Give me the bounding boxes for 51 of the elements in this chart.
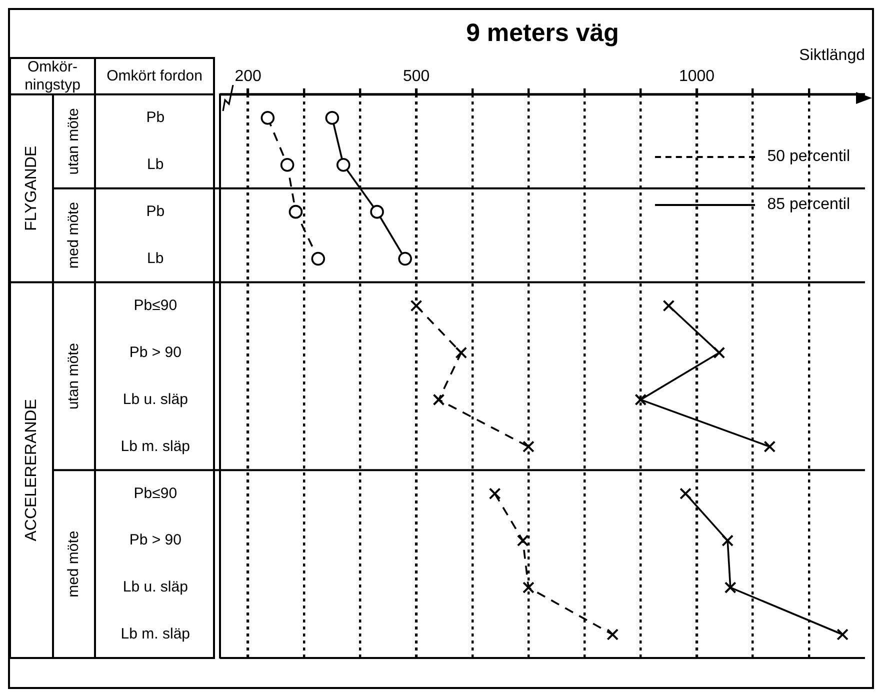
point [662, 300, 675, 312]
text: med möte [65, 202, 82, 269]
y-tick-label: Lb m. släp [120, 626, 190, 643]
y-tick-label: Lb [147, 250, 164, 267]
point [680, 488, 692, 500]
point [634, 394, 647, 406]
point [764, 440, 776, 453]
point [713, 346, 726, 359]
point [398, 252, 412, 266]
y-tick-label: Lb m. släp [120, 438, 190, 455]
point [280, 158, 294, 172]
text: ACCELERERANDE [22, 399, 40, 542]
point [522, 440, 534, 453]
point [606, 628, 619, 640]
x-tick-label: 500 [402, 68, 430, 86]
y-tick-label: Lb [147, 156, 164, 173]
text: FLYGANDE [22, 146, 40, 231]
y-axis-title: Omkört fordon [106, 67, 202, 84]
y-tick-label: Pb > 90 [129, 532, 182, 549]
y-tick-label: Pb [146, 202, 165, 220]
point [336, 158, 350, 172]
y-tick-label: Lb u. släp [122, 578, 188, 596]
text: 50 percentil [767, 148, 850, 166]
point [722, 534, 734, 547]
point [410, 300, 422, 312]
y-tick-label: Pb≤90 [134, 484, 178, 502]
text: utan möte [65, 108, 82, 175]
x-tick-label: 200 [234, 68, 262, 86]
text: Omkör-ningstyp [24, 58, 80, 94]
x-axis-title: Siktlängd [799, 47, 865, 64]
x-tick-label: 1000 [678, 68, 715, 86]
point [370, 204, 384, 219]
point [522, 582, 534, 594]
point [288, 204, 303, 219]
point [488, 488, 501, 500]
point [325, 110, 340, 125]
text: med möte [65, 530, 82, 598]
text: 85 percentil [767, 196, 850, 214]
text: utan möte [65, 342, 82, 410]
y-tick-label: Lb u. släp [122, 390, 188, 408]
point [724, 582, 736, 594]
point [311, 252, 326, 266]
y-tick-label: Pb≤90 [134, 296, 178, 314]
y-tick-label: Pb > 90 [129, 344, 182, 361]
point [516, 534, 529, 547]
chart-title: 9 meters väg [466, 18, 619, 47]
y-tick-label: Pb [146, 109, 165, 126]
point [836, 628, 849, 640]
point [455, 346, 468, 359]
point [432, 394, 445, 406]
point [260, 110, 275, 125]
